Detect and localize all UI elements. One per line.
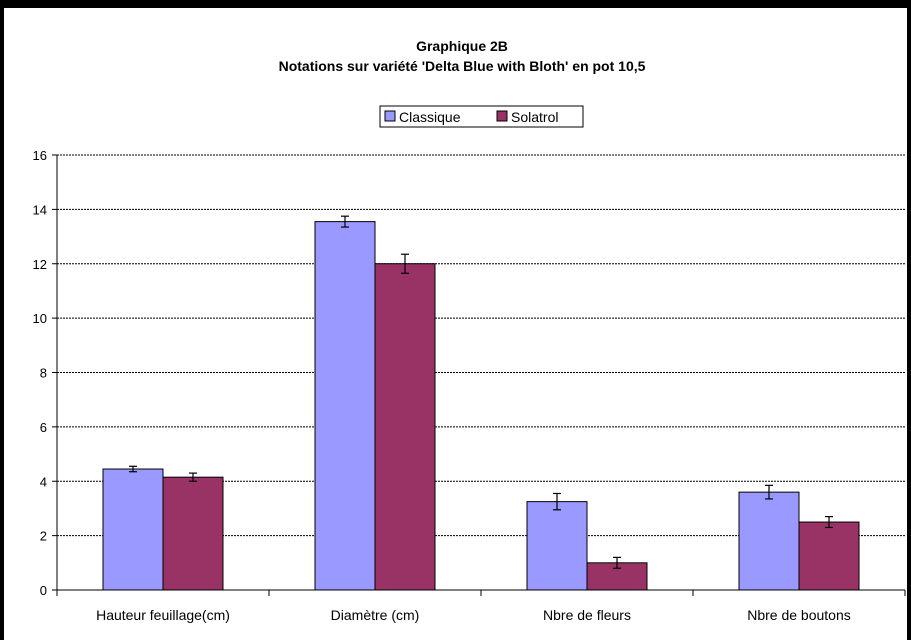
bar-classique [314, 221, 376, 591]
bar-solatrol [374, 263, 436, 591]
chart-subtitle: Notations sur variété 'Delta Blue with B… [279, 58, 646, 74]
legend-label-classique: Classique [399, 109, 461, 125]
y-tick-label: 12 [33, 257, 47, 272]
y-axis: 0 2 4 6 8 10 12 14 16 [33, 148, 58, 598]
x-axis: Hauteur feuillage(cm) Diamètre (cm) Nbre d… [56, 589, 906, 623]
bar-classique [102, 468, 164, 591]
bar-solatrol [162, 476, 224, 591]
y-tick-label: 6 [40, 420, 47, 435]
legend-label-solatrol: Solatrol [511, 109, 558, 125]
y-tick-label: 0 [40, 583, 47, 598]
y-tick-label: 2 [40, 529, 47, 544]
bar-classique [738, 491, 800, 591]
bar-classique [526, 501, 588, 591]
x-category-label: Nbre de fleurs [543, 607, 631, 623]
bars [102, 215, 860, 591]
y-tick-label: 16 [33, 148, 47, 163]
y-tick-label: 10 [33, 311, 47, 326]
chart-title: Graphique 2B [416, 38, 508, 54]
x-category-label: Nbre de boutons [747, 607, 851, 623]
legend: Classique Solatrol [379, 105, 584, 128]
y-tick-label: 4 [40, 474, 47, 489]
legend-box [379, 105, 584, 128]
legend-swatch-solatrol [496, 110, 508, 122]
bar-solatrol [798, 521, 860, 591]
y-tick-label: 14 [33, 202, 47, 217]
x-category-label: Diamètre (cm) [331, 607, 420, 623]
y-tick-label: 8 [40, 366, 47, 381]
x-category-label: Hauteur feuillage(cm) [96, 607, 230, 623]
legend-swatch-classique [384, 110, 396, 122]
